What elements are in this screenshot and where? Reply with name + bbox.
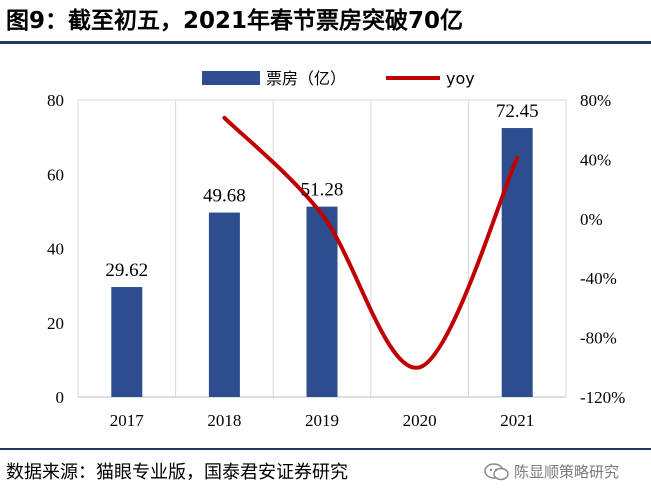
right-tick-label: 0% [580, 210, 603, 229]
bar [111, 287, 143, 397]
right-tick-label: -40% [580, 269, 617, 288]
left-tick-label: 20 [47, 314, 64, 333]
x-tick-label: 2019 [305, 411, 339, 430]
right-tick-label: 40% [580, 150, 611, 169]
right-tick-label: 80% [580, 91, 611, 110]
source-note: 数据来源：猫眼专业版，国泰君安证券研究 [6, 462, 348, 483]
footer-rule [0, 448, 651, 450]
data-label: 29.62 [105, 260, 148, 281]
bar [208, 212, 240, 397]
data-label: 51.28 [301, 180, 344, 201]
data-label: 72.45 [496, 101, 539, 122]
legend-bar-label: 票房（亿） [266, 69, 346, 88]
data-labels: 29.62 49.68 51.28 72.45 [105, 101, 538, 281]
left-axis: 0 20 40 60 80 [47, 91, 64, 407]
x-tick-label: 2017 [110, 411, 145, 430]
watermark: 陈显顺策略研究 [484, 458, 619, 486]
right-tick-label: -120% [580, 388, 625, 407]
grid-lines [175, 100, 469, 397]
right-axis: 80% 40% 0% -40% -80% -120% [580, 91, 625, 407]
x-axis: 2017 2018 2019 2020 2021 [110, 411, 534, 430]
legend-bar-swatch [202, 71, 260, 85]
x-tick-label: 2020 [403, 411, 437, 430]
left-tick-label: 40 [47, 240, 64, 259]
right-tick-label: -80% [580, 329, 617, 348]
left-tick-label: 80 [47, 91, 64, 110]
bar [501, 128, 533, 398]
left-tick-label: 60 [47, 165, 64, 184]
title-rule [0, 41, 651, 44]
yoy-line [222, 115, 520, 370]
bar-series [111, 128, 533, 398]
chart: 29.62 49.68 51.28 72.45 0 20 40 60 80 80% 40% 0% -… [47, 69, 625, 430]
bar [306, 206, 338, 397]
yoy-series [222, 115, 520, 370]
legend-line-label: yoy [446, 69, 475, 88]
legend: 票房（亿） yoy [202, 69, 475, 88]
watermark-text: 陈显顺策略研究 [514, 463, 620, 481]
x-tick-label: 2021 [500, 411, 534, 430]
figure-title: 图9：截至初五，2021年春节票房突破70亿 [6, 8, 464, 34]
wechat-icon [484, 463, 509, 481]
x-tick-label: 2018 [207, 411, 241, 430]
data-label: 49.68 [203, 186, 246, 207]
left-tick-label: 0 [56, 388, 65, 407]
